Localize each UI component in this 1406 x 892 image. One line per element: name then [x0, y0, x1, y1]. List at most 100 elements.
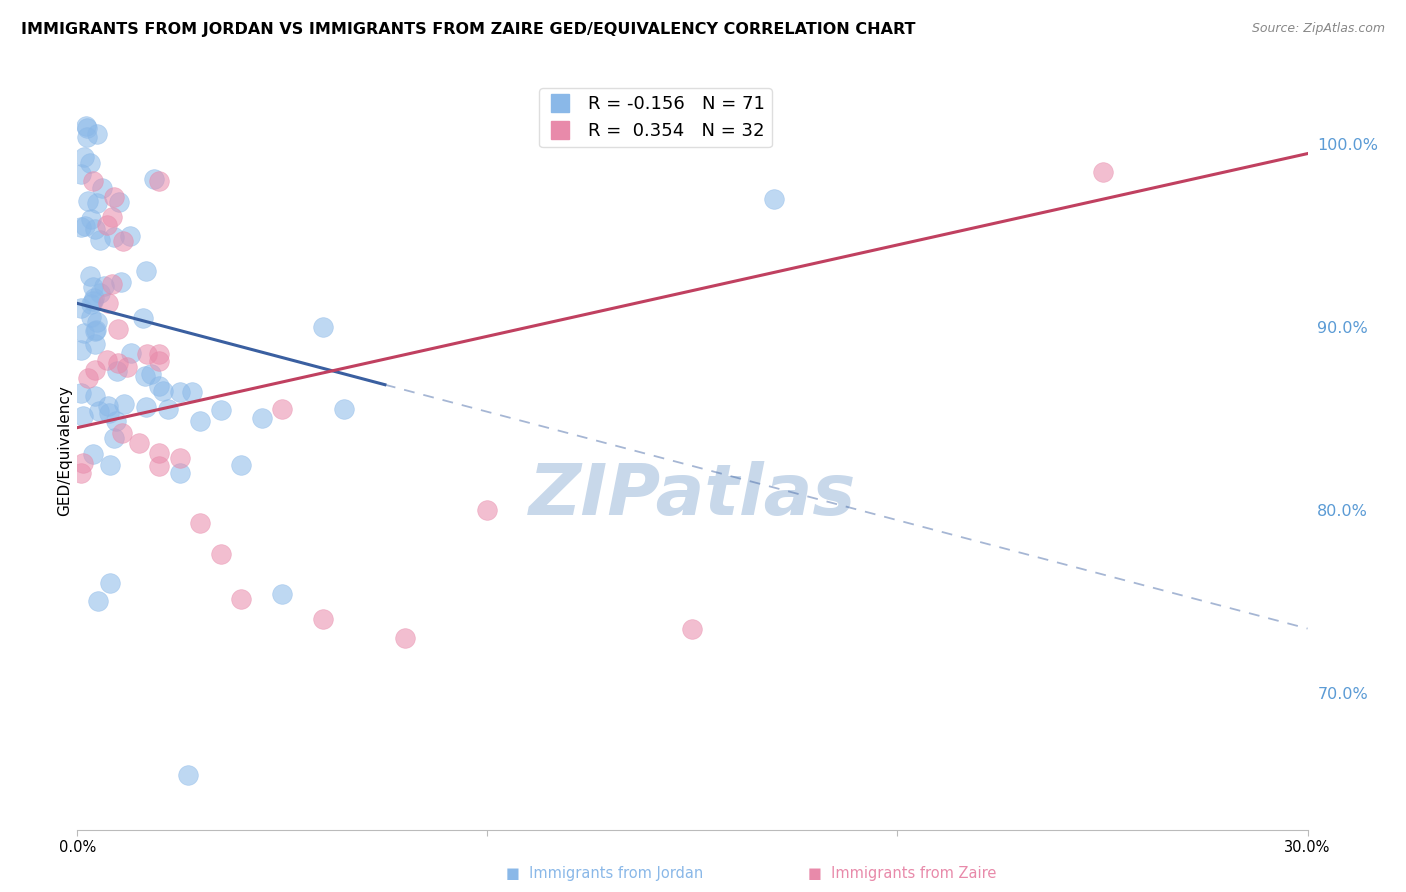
Point [103, 190, 125, 204]
Point [96, 218, 118, 232]
Point [72, 456, 94, 470]
Point [682, 622, 704, 636]
Point [72, 409, 94, 424]
Point [107, 322, 129, 336]
Point [79, 269, 101, 284]
Point [141, 367, 163, 381]
Point [148, 174, 170, 188]
Point [82, 294, 104, 309]
Point [105, 363, 128, 377]
Point [97, 296, 120, 310]
Point [112, 397, 135, 411]
Point [75, 119, 97, 133]
Point [250, 411, 273, 425]
Point [70, 301, 93, 315]
Point [209, 547, 232, 561]
Point [73, 326, 96, 340]
Point [98, 406, 121, 420]
Point [394, 631, 416, 645]
Point [70, 167, 93, 181]
Point [84, 336, 107, 351]
Text: ZIPatlas: ZIPatlas [529, 461, 856, 531]
Point [118, 228, 141, 243]
Point [271, 587, 294, 601]
Point [148, 446, 170, 460]
Point [112, 234, 135, 248]
Point [188, 516, 212, 530]
Point [83, 325, 105, 339]
Point [135, 263, 157, 277]
Point [77, 194, 100, 208]
Point [87, 404, 110, 418]
Point [148, 458, 170, 473]
Point [111, 426, 134, 441]
Text: Source: ZipAtlas.com: Source: ZipAtlas.com [1251, 22, 1385, 36]
Point [312, 612, 335, 626]
Point [148, 379, 170, 393]
Point [271, 402, 294, 417]
Point [101, 277, 124, 291]
Point [76, 129, 98, 144]
Point [312, 320, 335, 334]
Point [132, 311, 155, 326]
Point [169, 467, 191, 481]
Point [84, 323, 107, 337]
Point [108, 195, 131, 210]
Point [107, 355, 129, 369]
Point [477, 503, 499, 517]
Point [86, 127, 108, 141]
Point [89, 285, 111, 300]
Point [98, 458, 121, 472]
Point [231, 592, 253, 607]
Y-axis label: GED/Equivalency: GED/Equivalency [56, 385, 72, 516]
Point [70, 219, 93, 234]
Point [128, 436, 150, 450]
Point [90, 180, 112, 194]
Point [134, 369, 156, 384]
Point [169, 384, 191, 399]
Point [143, 171, 166, 186]
Point [86, 195, 108, 210]
Point [136, 347, 159, 361]
Point [82, 280, 104, 294]
Point [148, 354, 170, 368]
Text: ■  Immigrants from Jordan: ■ Immigrants from Jordan [506, 866, 703, 881]
Point [77, 371, 100, 385]
Point [115, 360, 138, 375]
Point [80, 212, 103, 227]
Point [70, 467, 93, 481]
Point [79, 156, 101, 170]
Point [76, 120, 98, 135]
Point [83, 388, 105, 402]
Point [70, 343, 93, 358]
Point [87, 594, 110, 608]
Point [73, 219, 96, 234]
Point [79, 310, 101, 325]
Point [98, 575, 121, 590]
Point [101, 210, 124, 224]
Point [188, 414, 212, 428]
Point [103, 230, 125, 244]
Point [83, 291, 105, 305]
Point [89, 233, 111, 247]
Point [80, 297, 103, 311]
Point [135, 401, 157, 415]
Point [148, 347, 170, 361]
Point [763, 192, 786, 206]
Legend: R = -0.156   N = 71, R =  0.354   N = 32: R = -0.156 N = 71, R = 0.354 N = 32 [538, 88, 772, 147]
Point [82, 447, 104, 461]
Point [73, 150, 96, 164]
Point [231, 458, 253, 473]
Point [96, 352, 118, 367]
Point [82, 174, 104, 188]
Point [70, 385, 93, 400]
Point [93, 278, 115, 293]
Point [209, 403, 232, 417]
Point [110, 276, 132, 290]
Point [169, 451, 191, 466]
Point [97, 400, 120, 414]
Point [177, 768, 200, 782]
Point [156, 402, 179, 417]
Point [105, 414, 128, 428]
Point [120, 346, 142, 360]
